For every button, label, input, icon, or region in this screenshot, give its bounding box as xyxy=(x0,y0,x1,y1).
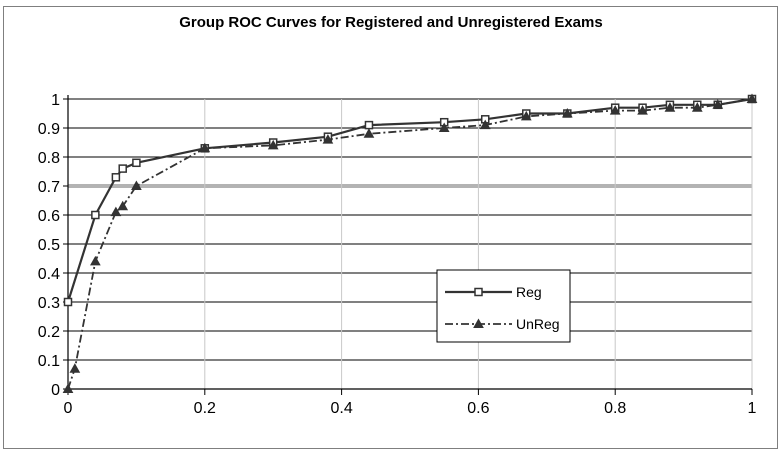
legend-box xyxy=(436,269,571,343)
legend-label-unreg: UnReg xyxy=(516,316,560,332)
point-unreg-13 xyxy=(561,107,573,118)
point-unreg-8 xyxy=(322,134,334,144)
series-line-unreg xyxy=(67,98,753,390)
point-unreg-18 xyxy=(712,99,724,109)
point-reg-8 xyxy=(364,120,374,130)
x-tick-label-2: 0.4 xyxy=(330,400,352,417)
point-unreg-10 xyxy=(438,122,450,132)
y-tick-label-8: 0.8 xyxy=(38,150,60,167)
point-unreg-0 xyxy=(62,383,74,393)
series-unreg xyxy=(62,93,758,393)
y-tick-label-6: 0.6 xyxy=(38,208,60,225)
chart-frame xyxy=(3,6,778,449)
point-reg-0 xyxy=(63,297,73,307)
point-unreg-3 xyxy=(110,206,122,217)
point-unreg-1 xyxy=(69,363,81,373)
x-tick-label-3: 0.6 xyxy=(467,400,489,417)
x-tick-label-4: 0.8 xyxy=(604,400,626,417)
point-unreg-6 xyxy=(199,142,211,153)
point-unreg-11 xyxy=(479,119,491,130)
point-unreg-17 xyxy=(691,102,703,112)
series-layer xyxy=(62,93,758,393)
point-unreg-7 xyxy=(267,139,279,150)
x-tick-label-1: 0.2 xyxy=(194,400,216,417)
point-unreg-2 xyxy=(90,255,101,266)
y-tick-label-3: 0.3 xyxy=(38,295,60,312)
legend-marker-reg xyxy=(474,287,483,297)
axes xyxy=(63,95,753,395)
point-unreg-19 xyxy=(746,93,758,103)
point-unreg-12 xyxy=(520,110,532,121)
y-tick-label-1: 0.1 xyxy=(38,353,60,370)
grid-lines xyxy=(68,98,753,389)
legend: Reg UnReg xyxy=(436,269,571,343)
point-unreg-14 xyxy=(609,105,621,115)
point-reg-2 xyxy=(111,173,121,182)
point-reg-1 xyxy=(91,210,100,220)
y-tick-label-10: 1 xyxy=(51,92,60,109)
point-reg-3 xyxy=(118,164,127,173)
y-tick-label-5: 0.5 xyxy=(38,237,60,254)
series-reg xyxy=(63,94,757,307)
point-unreg-15 xyxy=(637,105,648,115)
point-reg-4 xyxy=(132,158,141,168)
y-tick-label-4: 0.4 xyxy=(38,266,60,283)
y-tick-label-7: 0.7 xyxy=(38,179,60,196)
tick-labels: 0 0.1 0.2 0.3 0.4 0.5 0.6 0.7 0.8 0.9 1 0 0.2 0.4 0.6 0… xyxy=(38,92,757,417)
y-tick-label-9: 0.9 xyxy=(38,121,60,138)
point-unreg-5 xyxy=(131,180,142,190)
point-unreg-9 xyxy=(363,128,375,138)
point-unreg-16 xyxy=(664,102,676,112)
chart-title: Group ROC Curves for Registered and Unre… xyxy=(179,14,603,31)
legend-marker-unreg xyxy=(473,318,484,328)
series-line-reg xyxy=(66,97,753,303)
y-tick-label-0: 0 xyxy=(51,382,60,399)
legend-label-reg: Reg xyxy=(516,284,542,300)
point-unreg-4 xyxy=(117,200,129,211)
x-tick-label-0: 0 xyxy=(64,400,73,417)
x-tick-label-5: 1 xyxy=(748,400,757,417)
y-tick-label-2: 0.2 xyxy=(38,324,60,341)
